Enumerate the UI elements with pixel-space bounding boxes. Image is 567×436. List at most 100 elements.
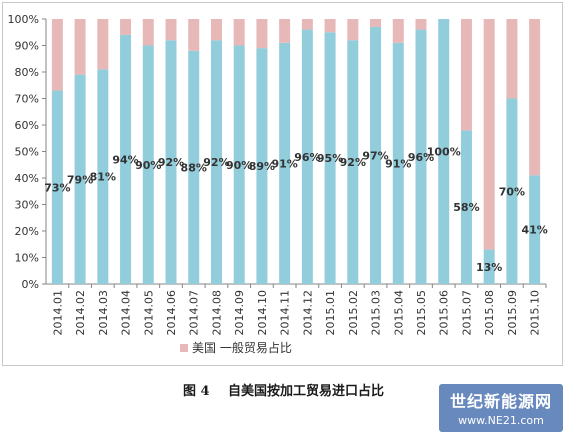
- bar-segment-processing: [438, 19, 450, 284]
- bar-segment-general-trade: [279, 19, 291, 43]
- stacked-bar-chart: 0% 10% 20% 30% 40% 50% 60% 70% 80% 90% 100% 2014.01…: [8, 13, 548, 355]
- x-tick-label: 2014.01: [51, 290, 64, 336]
- data-label: 92%: [340, 156, 366, 169]
- data-label: 13%: [476, 261, 502, 274]
- y-tick-label: 70%: [15, 93, 39, 106]
- watermark-line1: 世纪新能源网: [449, 392, 552, 411]
- bar-segment-processing: [392, 42, 404, 284]
- x-tick-label: 2014.09: [233, 290, 246, 336]
- bar-segment-processing: [483, 249, 495, 284]
- bar-segment-general-trade: [483, 19, 495, 250]
- bar-segment-general-trade: [324, 19, 336, 33]
- bar-segment-processing: [324, 32, 336, 284]
- bar-segment-processing: [279, 42, 291, 284]
- bar-segment-general-trade: [233, 19, 245, 46]
- bar-segment-general-trade: [460, 19, 472, 131]
- bar-segment-processing: [165, 40, 177, 285]
- x-tick-label: 2015.02: [347, 290, 360, 336]
- legend-label: 美国 一般贸易占比: [192, 340, 292, 355]
- figure-number: 图 4: [182, 384, 210, 399]
- y-tick-label: 40%: [15, 172, 39, 185]
- y-tick-label: 0%: [22, 278, 39, 291]
- bar-segment-processing: [210, 40, 222, 285]
- x-tick-label: 2014.04: [120, 290, 133, 336]
- data-label: 91%: [385, 157, 411, 170]
- y-tick-label: 50%: [15, 146, 39, 159]
- bar-segment-general-trade: [392, 19, 404, 43]
- data-label: 92%: [203, 156, 229, 169]
- bar-segment-general-trade: [142, 19, 154, 46]
- bar-segment-processing: [188, 50, 200, 284]
- data-label: 96%: [408, 151, 434, 164]
- x-tick-label: 2014.05: [142, 290, 155, 336]
- bar-segment-processing: [233, 45, 245, 284]
- bar-segment-processing: [97, 69, 109, 284]
- bar-segment-general-trade: [74, 19, 86, 75]
- x-tick-label: 2014.03: [97, 290, 110, 336]
- data-label: 92%: [158, 156, 184, 169]
- bar-segment-processing: [301, 29, 313, 284]
- data-label: 70%: [499, 185, 525, 198]
- data-label: 89%: [249, 160, 275, 173]
- data-label: 58%: [453, 201, 479, 214]
- bar-segment-processing: [460, 130, 472, 284]
- x-tick-label: 2014.06: [165, 290, 178, 336]
- x-tick-label: 2015.03: [370, 290, 383, 336]
- x-tick-label: 2014.10: [256, 290, 269, 336]
- x-tick-label: 2015.08: [483, 290, 496, 336]
- y-tick-label: 60%: [15, 119, 39, 132]
- y-tick-label: 100%: [8, 13, 39, 26]
- bar-segment-general-trade: [210, 19, 222, 41]
- data-label: 95%: [317, 152, 343, 165]
- bar-segment-processing: [347, 40, 359, 285]
- y-tick-label: 30%: [15, 199, 39, 212]
- data-label: 94%: [112, 153, 138, 166]
- x-tick-label: 2014.07: [188, 290, 201, 336]
- y-tick-label: 90%: [15, 40, 39, 53]
- bar-segment-general-trade: [347, 19, 359, 41]
- bar-segment-general-trade: [97, 19, 109, 70]
- bar-segment-processing: [142, 45, 154, 284]
- bar-segment-processing: [120, 34, 132, 285]
- watermark-line2: www.NE21.com: [458, 414, 544, 427]
- x-tick-label: 2014.02: [74, 290, 87, 336]
- bar-segment-general-trade: [256, 19, 268, 49]
- data-label: 73%: [44, 181, 70, 194]
- bar-segment-general-trade: [120, 19, 132, 35]
- bar-segment-processing: [529, 175, 541, 284]
- y-tick-label: 80%: [15, 66, 39, 79]
- x-tick-label: 2015.07: [460, 290, 473, 336]
- x-tick-label: 2015.10: [529, 290, 542, 336]
- data-label: 79%: [67, 173, 93, 186]
- bar-segment-processing: [256, 48, 268, 285]
- figure-caption: 图 4 自美国按加工贸易进口占比: [0, 380, 567, 399]
- bar-segment-general-trade: [529, 19, 541, 176]
- bar-segment-general-trade: [301, 19, 313, 30]
- x-tick-label: 2014.08: [210, 290, 223, 336]
- data-label: 88%: [181, 161, 207, 174]
- data-label: 91%: [271, 157, 297, 170]
- bar-segment-general-trade: [51, 19, 63, 91]
- x-tick-label: 2014.11: [279, 290, 292, 336]
- bar-segment-processing: [415, 29, 427, 284]
- x-tick-label: 2015.05: [415, 290, 428, 336]
- x-tick-label: 2015.09: [506, 290, 519, 336]
- data-label: 81%: [90, 171, 116, 184]
- x-tick-label: 2015.01: [324, 290, 337, 336]
- bar-segment-general-trade: [188, 19, 200, 51]
- data-label: 90%: [135, 159, 161, 172]
- legend-swatch: [180, 344, 188, 352]
- bar-segment-general-trade: [165, 19, 177, 41]
- data-label: 90%: [226, 159, 252, 172]
- watermark-logo: 世纪新能源网 www.NE21.com: [439, 384, 563, 432]
- bar-segment-general-trade: [370, 19, 382, 27]
- bar-segment-processing: [51, 90, 63, 284]
- bar-segment-processing: [506, 98, 518, 284]
- x-tick-label: 2015.04: [392, 290, 405, 336]
- x-tick-label: 2015.06: [438, 290, 451, 336]
- bar-segment-processing: [74, 74, 86, 285]
- bar-segment-general-trade: [415, 19, 427, 30]
- data-label: 100%: [427, 146, 461, 159]
- data-label: 96%: [294, 151, 320, 164]
- data-label: 97%: [362, 149, 388, 162]
